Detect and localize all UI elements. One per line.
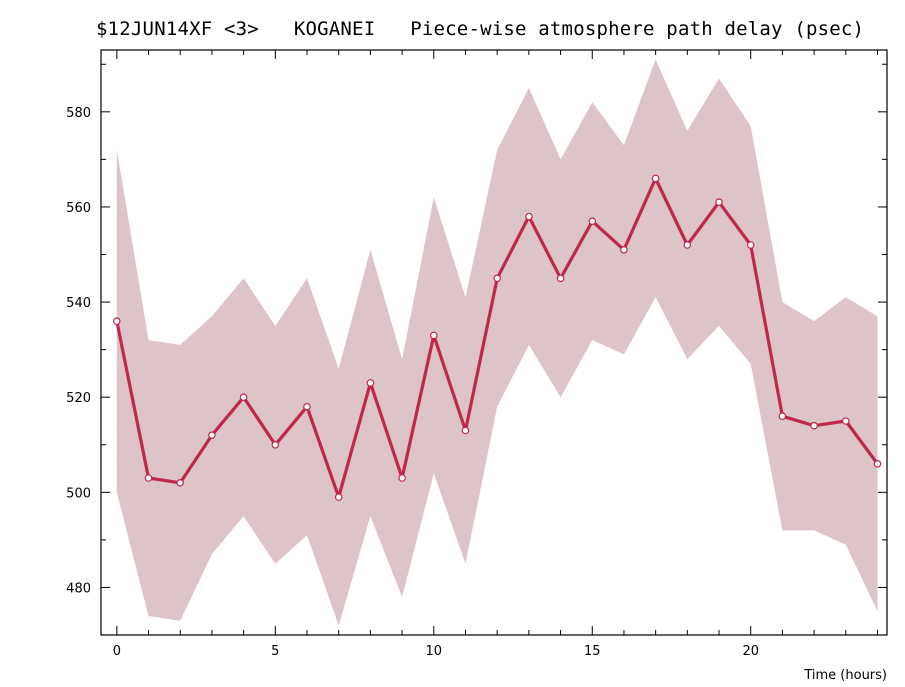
data-point: [113, 317, 121, 325]
data-point: [493, 274, 502, 283]
chart-title: $12JUN14XF <3> KOGANEI Piece-wise atmosp…: [96, 18, 865, 40]
data-point: [873, 459, 882, 468]
data-point: [841, 417, 850, 425]
data-point: [683, 241, 692, 249]
plot-frame: [100, 49, 888, 636]
data-point: [176, 478, 185, 487]
y-tick-label: 540: [66, 296, 91, 311]
y-tick-label: 520: [66, 391, 91, 406]
x-tick-label: 15: [584, 644, 601, 659]
y-tick-label: 500: [66, 486, 91, 501]
data-point: [588, 217, 597, 226]
data-point: [746, 241, 755, 249]
data-point: [461, 426, 470, 435]
y-tick-label: 480: [66, 581, 91, 596]
x-tick-label: 20: [742, 644, 759, 659]
data-point: [398, 474, 406, 482]
data-point: [556, 274, 565, 283]
data-point: [144, 474, 153, 482]
uncertainty-band: [116, 59, 878, 626]
data-point: [239, 393, 248, 402]
data-point: [620, 246, 628, 254]
data-point: [525, 212, 533, 221]
y-tick-label: 580: [66, 106, 91, 121]
x-tick-label: 0: [113, 644, 121, 659]
x-axis-title: Time (hours): [803, 668, 887, 683]
data-point: [334, 493, 343, 501]
data-point: [271, 440, 280, 449]
data-point: [429, 331, 438, 340]
data-point: [303, 402, 311, 411]
y-tick-label: 560: [66, 201, 91, 216]
data-point: [651, 174, 660, 183]
x-tick-label: 5: [271, 644, 279, 659]
data-point: [715, 198, 723, 207]
data-point: [778, 412, 787, 421]
data-point: [366, 379, 375, 387]
data-point: [810, 421, 818, 430]
data-point: [208, 431, 216, 440]
x-tick-label: 10: [426, 644, 443, 659]
